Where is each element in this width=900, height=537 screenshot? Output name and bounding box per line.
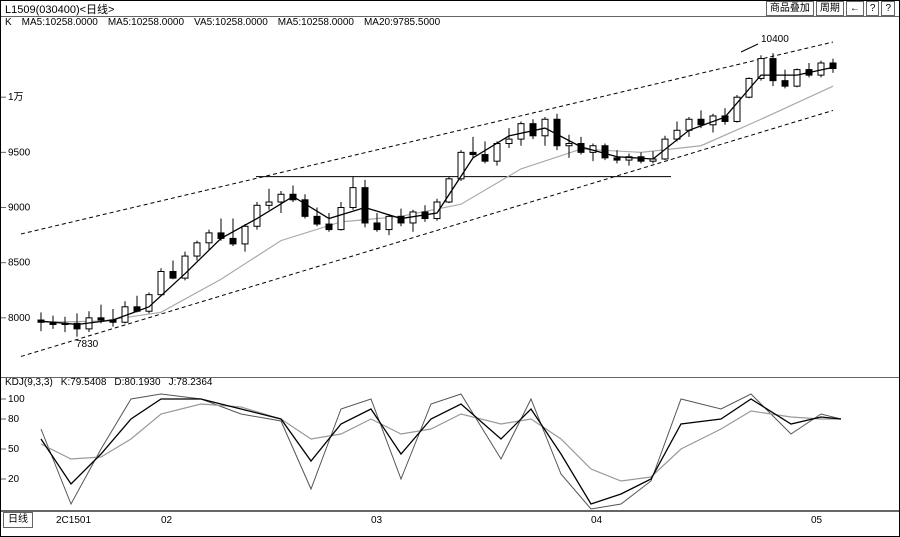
header-bar: L1509(030400)<日线> 商品叠加 周期 ← ? ? (1, 1, 899, 17)
svg-text:50: 50 (8, 444, 20, 455)
svg-text:1万: 1万 (8, 92, 24, 103)
main-chart-svg: 8000 8500 9000 9500 1万 10400 7830 (1, 17, 899, 377)
svg-text:04: 04 (591, 515, 603, 526)
svg-text:10400: 10400 (761, 34, 789, 45)
svg-text:9000: 9000 (8, 203, 31, 214)
svg-text:100: 100 (8, 394, 25, 405)
svg-text:80: 80 (8, 414, 20, 425)
svg-text:20: 20 (8, 474, 20, 485)
chart-title: L1509(030400)<日线> (5, 1, 114, 17)
help-button[interactable]: ? (881, 1, 895, 16)
footer-bar: 日线 2C1501 02 03 04 05 (1, 510, 899, 536)
prev-button[interactable]: ← (846, 1, 864, 16)
svg-text:9500: 9500 (8, 147, 31, 158)
svg-text:03: 03 (371, 515, 383, 526)
next-button[interactable]: ? (866, 1, 880, 16)
overlay-button[interactable]: 商品叠加 (766, 1, 814, 16)
svg-text:8500: 8500 (8, 258, 31, 269)
header-buttons: 商品叠加 周期 ← ? ? (766, 1, 895, 16)
chart-root: L1509(030400)<日线> 商品叠加 周期 ← ? ? K MA5:10… (0, 0, 900, 537)
cycle-button[interactable]: 周期 (816, 1, 844, 16)
xaxis-svg: 2C1501 02 03 04 05 (39, 511, 899, 535)
svg-text:05: 05 (811, 515, 823, 526)
svg-text:7830: 7830 (76, 339, 99, 350)
kdj-chart-svg: 20 50 80 100 (1, 377, 899, 511)
timeframe-button[interactable]: 日线 (3, 512, 33, 528)
svg-text:02: 02 (161, 515, 173, 526)
kdj-chart: KDJ(9,3,3) K:79.5408 D:80.1930 J:78.2364… (1, 377, 899, 512)
svg-text:8000: 8000 (8, 313, 31, 324)
main-candlestick-chart: K MA5:10258.0000 MA5:10258.0000 VA5:1025… (1, 17, 899, 378)
svg-text:2C1501: 2C1501 (56, 515, 91, 526)
